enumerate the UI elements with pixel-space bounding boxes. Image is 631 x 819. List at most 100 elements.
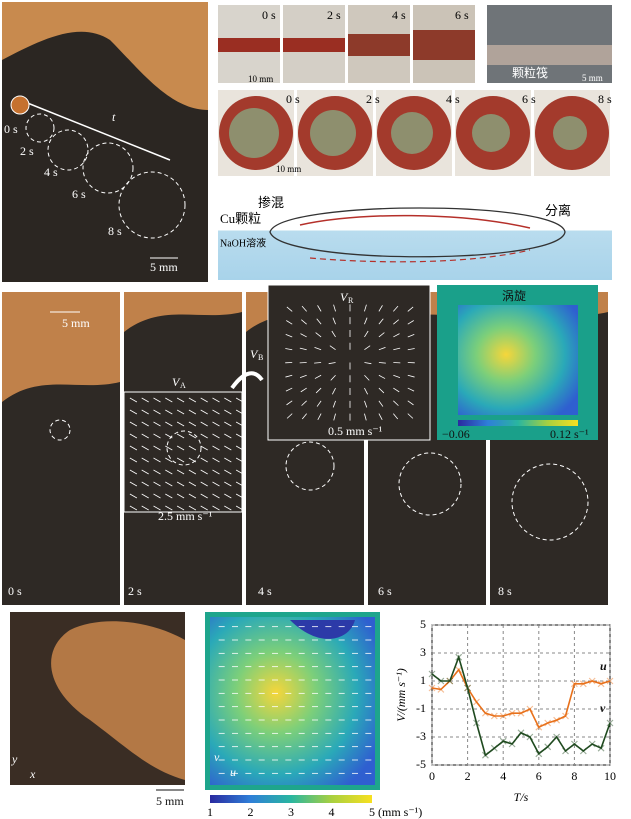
vector xyxy=(224,481,232,487)
vector xyxy=(141,469,149,475)
vector xyxy=(188,481,197,487)
vector xyxy=(129,481,138,487)
time-label: 2 s xyxy=(20,144,34,158)
vector xyxy=(235,457,244,463)
vector xyxy=(200,397,208,403)
vector-field xyxy=(285,304,415,421)
vector xyxy=(141,457,149,463)
vector xyxy=(129,493,138,499)
vector xyxy=(224,469,232,475)
vector xyxy=(314,346,322,351)
vector-label: B xyxy=(258,353,263,362)
vector xyxy=(235,421,244,427)
vector xyxy=(212,469,220,475)
vector xyxy=(393,374,401,378)
vector xyxy=(188,445,197,451)
vector xyxy=(176,481,185,487)
vector xyxy=(364,400,368,408)
vector xyxy=(393,347,401,351)
vector xyxy=(212,409,220,415)
vector xyxy=(141,421,149,427)
dish-center xyxy=(229,108,279,158)
ring xyxy=(47,129,89,171)
vector xyxy=(378,318,384,325)
vector xyxy=(165,469,173,475)
photo-row xyxy=(218,90,610,176)
vector xyxy=(286,320,293,325)
vector-label: V xyxy=(250,347,259,361)
plot-area xyxy=(431,624,611,766)
vector xyxy=(286,413,293,419)
vector xyxy=(235,493,244,499)
colorbar-ticks: 1 2 3 4 5 (mm s⁻¹) xyxy=(207,805,422,819)
colorbar-label: 4 xyxy=(329,805,335,819)
vector xyxy=(141,445,149,451)
vector xyxy=(212,493,220,499)
time-label: 4 s xyxy=(392,8,406,22)
vector xyxy=(235,445,244,451)
vector xyxy=(407,413,414,419)
vector xyxy=(153,445,161,451)
vector xyxy=(364,362,372,365)
photo-region xyxy=(487,45,612,65)
vector xyxy=(285,348,293,351)
series-line xyxy=(431,668,611,729)
vector xyxy=(129,445,138,451)
vector xyxy=(378,374,386,379)
arrow xyxy=(19,99,171,161)
flow-arrow xyxy=(309,249,531,263)
scale-label: 5 mm xyxy=(62,316,90,330)
vector xyxy=(364,345,371,351)
vector xyxy=(176,493,185,499)
vector xyxy=(165,409,173,415)
time-label: 0 s xyxy=(286,92,300,106)
vector-label: V xyxy=(172,375,181,389)
vector xyxy=(141,505,149,511)
vector xyxy=(286,306,293,312)
photo xyxy=(124,292,242,605)
photo-region xyxy=(2,292,120,402)
particle xyxy=(10,95,30,115)
vector xyxy=(200,493,208,499)
vector xyxy=(331,330,336,338)
vector xyxy=(315,332,322,338)
vector xyxy=(378,346,386,351)
vector-field xyxy=(129,397,244,511)
time-label: 6 s xyxy=(455,8,469,22)
vector xyxy=(200,457,208,463)
vector xyxy=(407,333,415,338)
vector xyxy=(200,445,208,451)
vector xyxy=(165,433,173,439)
diagram-label: Cu颗粒 xyxy=(220,211,261,226)
vector xyxy=(153,457,161,463)
photo-region xyxy=(218,38,280,52)
vector xyxy=(393,400,399,406)
vector xyxy=(393,319,399,325)
axis-label: x xyxy=(29,767,36,781)
vector xyxy=(153,469,161,475)
vector-label: A xyxy=(180,381,186,390)
y-axis-label: V/(mm s⁻¹) xyxy=(394,668,408,722)
vector xyxy=(141,409,149,415)
vector xyxy=(285,387,293,392)
vector xyxy=(165,397,173,403)
vector xyxy=(224,445,232,451)
arrow xyxy=(230,371,264,390)
time-label: 0 s xyxy=(4,122,18,136)
scale-label: 0.5 mm s⁻¹ xyxy=(328,424,383,438)
vector xyxy=(188,469,197,475)
vector xyxy=(153,421,161,427)
vector xyxy=(165,505,173,511)
time-label: 6 s xyxy=(378,584,392,598)
vector xyxy=(364,304,367,312)
vector xyxy=(393,413,399,420)
vector xyxy=(393,333,400,338)
ring xyxy=(511,463,589,541)
scale-label: 5 mm xyxy=(156,794,184,808)
vector xyxy=(224,493,232,499)
diagram-label: NaOH溶液 xyxy=(220,236,266,249)
vector xyxy=(407,374,415,378)
vector xyxy=(364,387,369,395)
ring xyxy=(118,171,186,239)
